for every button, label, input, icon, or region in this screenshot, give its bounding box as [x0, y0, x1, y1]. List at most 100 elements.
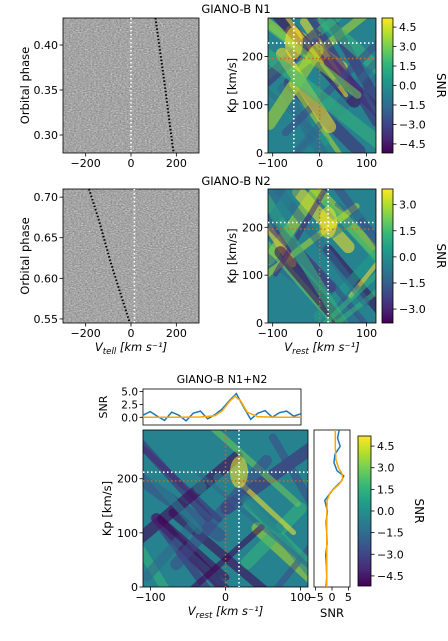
- heatmap-streak: [213, 472, 285, 534]
- y-axis-label: SNR: [97, 395, 110, 418]
- y-axis-label: Kp [km/s]: [100, 481, 114, 536]
- heatmap-streak: [318, 197, 376, 246]
- x-tick-label: −100: [258, 157, 288, 170]
- heatmap-map: [143, 430, 308, 587]
- heatmap-streak: [329, 281, 369, 323]
- snr-curve: [142, 392, 302, 422]
- x-tick-label: −100: [135, 591, 165, 604]
- heatmap-streak: [272, 189, 370, 306]
- heatmap-streak: [155, 430, 207, 495]
- colorbar-tick-label: −1.5: [377, 527, 404, 540]
- colorbar-label: SNR: [434, 73, 448, 98]
- colorbar-gradient: [358, 436, 371, 586]
- colorbar-frame: [381, 188, 394, 324]
- y-tick-label: 0: [256, 147, 263, 160]
- colorbar-combined: 4.5 3.0 1.5 0.0 −1.5 −3.0 −4.5 SNR: [357, 435, 426, 587]
- heatmap-streak: [321, 271, 376, 323]
- heatmap-streak: [170, 454, 272, 571]
- heatmap-streak: [145, 470, 203, 535]
- heatmap-noise: [63, 189, 199, 323]
- colorbar-n1: 4.5 3.0 1.5 0.0 −1.5 −3.0 −4.5 SNR: [381, 17, 448, 154]
- planet-trail: [88, 188, 131, 324]
- row1-title: GIANO-B N1: [201, 2, 270, 16]
- colorbar-tick-label: 0.0: [377, 505, 395, 518]
- y-axis-label: Kp [km/s]: [225, 228, 239, 283]
- x-tick-label: 100: [356, 157, 377, 170]
- colorbar-tick-label: 1.5: [399, 225, 417, 238]
- x-tick-label: −200: [71, 157, 101, 170]
- heatmap-streak: [268, 47, 376, 149]
- x-tick-label: 0: [316, 157, 323, 170]
- x-tick-label: 100: [290, 591, 311, 604]
- heatmap-streak: [333, 288, 376, 323]
- y-tick-label: 2.5: [121, 399, 138, 411]
- n2-phase-panel: −200 0 200 0.55 0.60 0.65 0.70 Vtell [km s⁻¹] Or…: [18, 188, 200, 357]
- colorbar-tick-label: 1.5: [399, 60, 417, 73]
- colorbar-tick-label: 3.0: [377, 462, 395, 475]
- colorbar-tick-label: 1.5: [377, 483, 395, 496]
- x-axis-label: Vrest [km s⁻¹]: [188, 604, 263, 621]
- axes-frame: [142, 388, 302, 426]
- heatmap-streak: [268, 433, 308, 506]
- y-tick-label: 200: [242, 51, 263, 64]
- heatmap-map: [268, 18, 376, 153]
- colorbar-tick-label: −3.0: [399, 303, 426, 316]
- heatmap-streak: [240, 482, 297, 536]
- y-axis-label: Orbital phase: [18, 217, 32, 294]
- y-tick-label: 0.70: [34, 191, 59, 204]
- x-tick-label: 100: [356, 327, 377, 340]
- y-tick-label: 0.35: [34, 84, 59, 97]
- axes-frame: [267, 17, 377, 154]
- colorbar-tick-label: −3.0: [377, 548, 404, 561]
- x-tick-label: −200: [71, 327, 101, 340]
- colorbar-gradient: [382, 189, 393, 323]
- x-tick-label: 0: [128, 327, 135, 340]
- colorbar-tick-label: 0.0: [399, 251, 417, 264]
- heatmap-streak: [288, 81, 342, 153]
- row3-title: GIANO-B N1+N2: [177, 373, 268, 386]
- heatmap-streak: [281, 39, 376, 137]
- y-tick-label: 5.0: [121, 387, 138, 399]
- heatmap-streak: [150, 514, 211, 587]
- axes-frame: [313, 429, 351, 588]
- x-tick-label: 200: [166, 157, 187, 170]
- colorbar-tick-label: 3.0: [399, 199, 417, 212]
- colorbar-tick-label: −4.5: [377, 570, 404, 583]
- heatmap-streak: [268, 86, 320, 138]
- y-tick-label: 0.60: [34, 272, 59, 285]
- colorbar-tick-label: −1.5: [399, 277, 426, 290]
- x-tick-label: 0: [316, 327, 323, 340]
- colorbar-gradient: [382, 18, 393, 153]
- y-tick-label: 0.65: [34, 232, 59, 245]
- colorbar-tick-label: 4.5: [377, 440, 395, 453]
- x-tick-label: 0: [329, 591, 336, 604]
- x-axis-label: SNR: [320, 606, 344, 620]
- heatmap-streak: [272, 189, 329, 277]
- x-tick-label: 200: [166, 327, 187, 340]
- row2-title: GIANO-B N2: [201, 174, 270, 188]
- y-axis-label: Kp [km/s]: [225, 58, 239, 113]
- y-tick-label: 200: [242, 221, 263, 234]
- colorbar-tick-label: −1.5: [399, 99, 426, 112]
- colorbar-n2: 3.0 1.5 0.0 −1.5 −3.0 SNR: [381, 188, 448, 324]
- heatmap-streak: [195, 470, 308, 569]
- y-tick-label: 0.55: [34, 313, 59, 326]
- x-axis-label: Vrest [km s⁻¹]: [284, 340, 359, 357]
- y-tick-label: 100: [117, 527, 138, 540]
- y-tick-label: 0: [256, 317, 263, 330]
- heatmap-streak: [290, 56, 376, 153]
- heatmap-streak: [333, 189, 376, 249]
- colorbar-tick-label: −3.0: [399, 118, 426, 131]
- y-tick-label: 100: [242, 99, 263, 112]
- x-tick-label: −100: [258, 327, 288, 340]
- x-tick-label: −5: [308, 591, 324, 604]
- y-tick-label: 0: [131, 581, 138, 594]
- colorbar-tick-label: 4.5: [399, 21, 417, 34]
- x-tick-label: 0: [128, 157, 135, 170]
- x-axis-label: Vtell [km s⁻¹]: [95, 340, 167, 357]
